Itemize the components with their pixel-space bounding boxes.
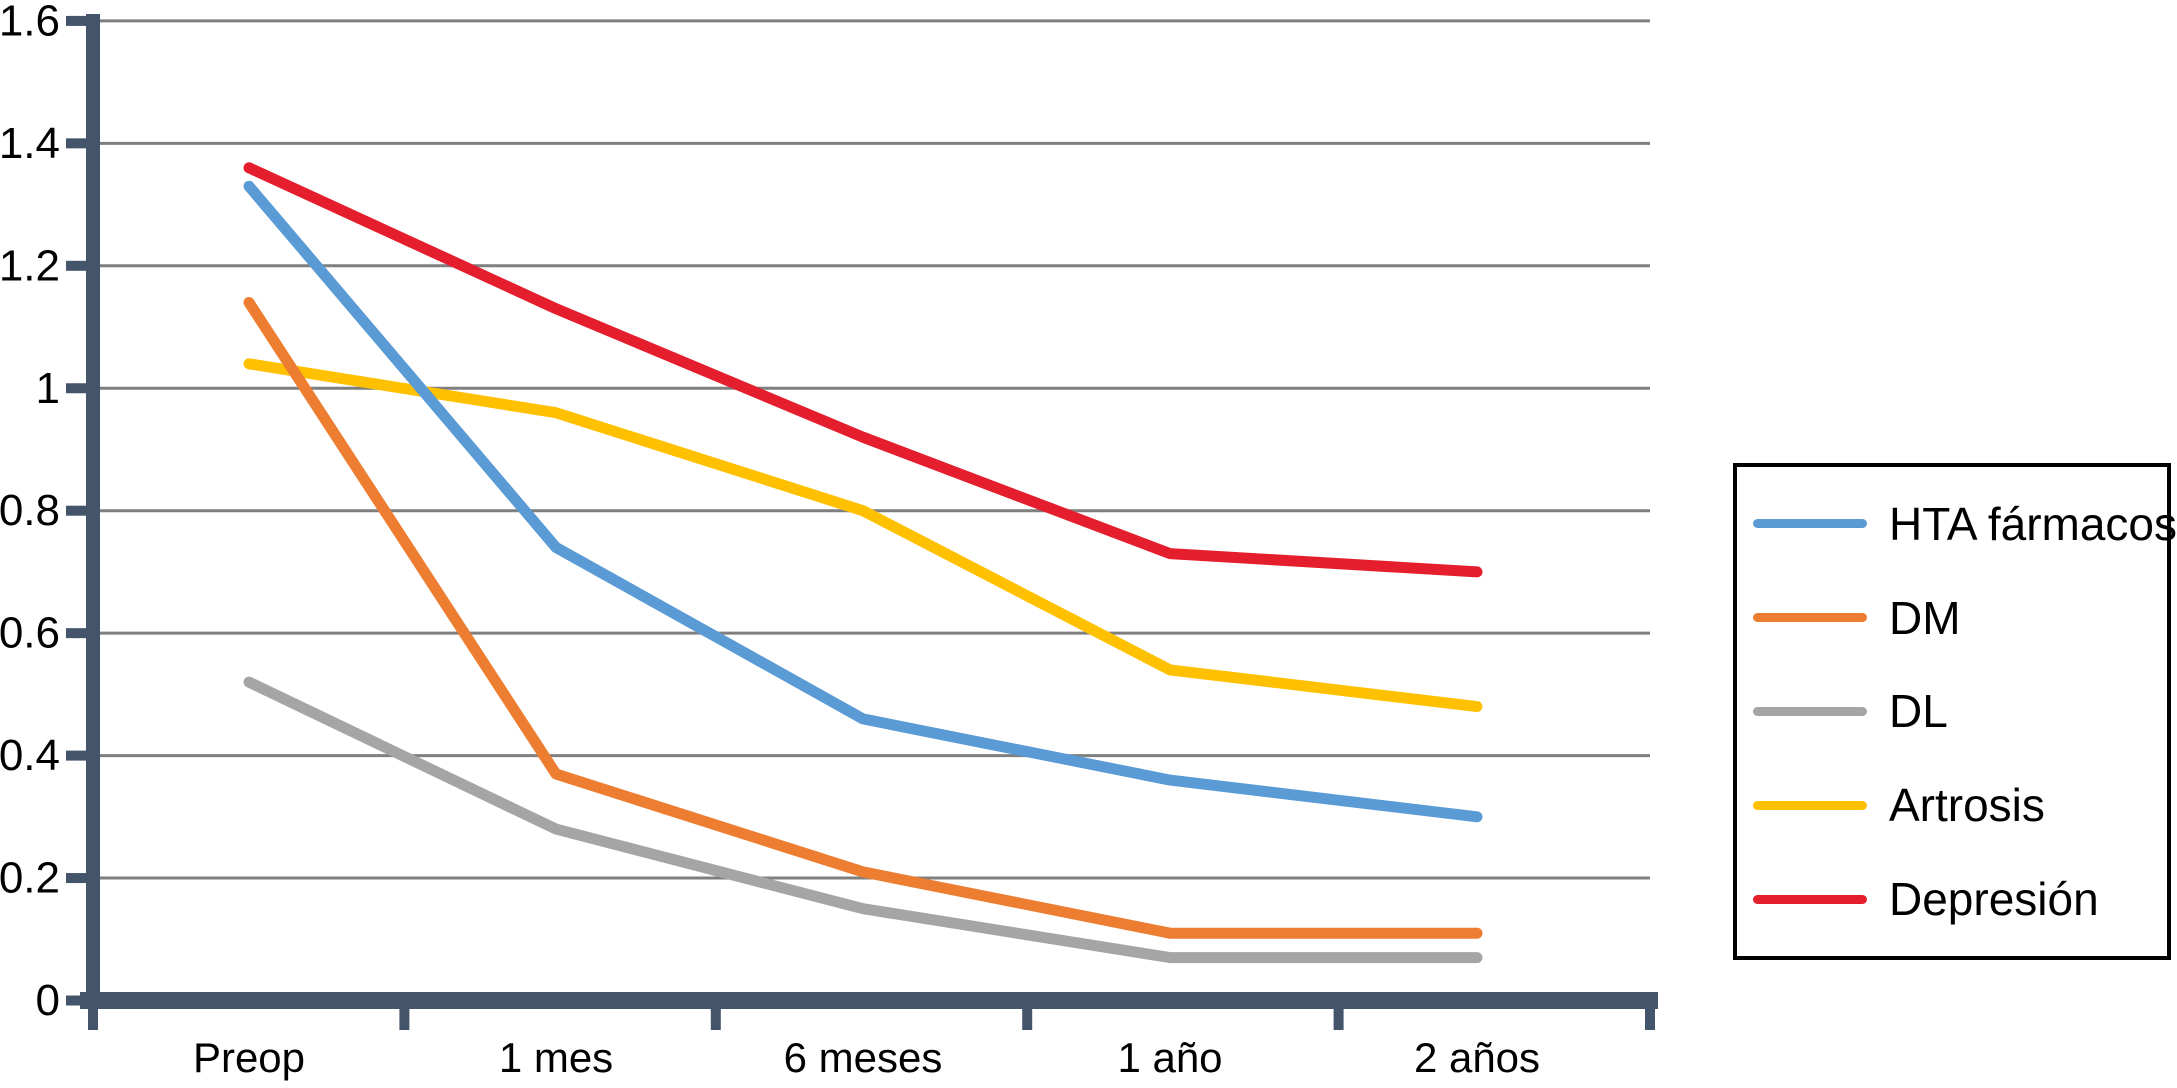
y-tick (66, 750, 93, 761)
x-tick-label: Preop (193, 1034, 305, 1081)
y-tick (66, 260, 93, 271)
x-tick (1333, 1000, 1344, 1030)
legend-line-swatch (1753, 894, 1867, 904)
y-axis-labels: 0 0.2 0.4 0.6 0.8 1 1.2 1.4 1.6 (0, 0, 60, 1025)
legend-label: DL (1889, 685, 1948, 738)
y-tick-label: 1.2 (0, 241, 60, 290)
y-tick (66, 628, 93, 639)
x-axis-line (80, 992, 1658, 1009)
y-tick-label: 1 (36, 364, 60, 413)
legend: HTA fármacos DM DL Artrosis Depresión (1733, 463, 2177, 960)
x-axis-labels: Preop 1 mes 6 meses 1 año 2 años (193, 1034, 1540, 1081)
y-tick (66, 383, 93, 394)
x-tick (399, 1000, 410, 1030)
legend-line-swatch (1753, 800, 1867, 810)
series-line-dm (243, 297, 1483, 939)
legend-label: HTA fármacos (1889, 497, 2177, 550)
series-line-artrosis (243, 358, 1483, 713)
legend-label: Artrosis (1889, 779, 2045, 832)
y-tick-label: 0.2 (0, 854, 60, 903)
axes (66, 14, 1658, 1030)
x-tick-label: 2 años (1414, 1034, 1540, 1081)
gridlines (93, 19, 1650, 880)
series-lines (243, 162, 1483, 964)
legend-entry: DM (1753, 595, 2157, 641)
y-tick (66, 995, 93, 1006)
x-tick-label: 1 año (1117, 1034, 1222, 1081)
y-tick-label: 0 (36, 976, 60, 1025)
legend-line-swatch (1753, 613, 1867, 623)
legend-entry: Artrosis (1753, 782, 2157, 828)
series-line-depresión (243, 162, 1483, 578)
y-tick-label: 0.8 (0, 486, 60, 535)
legend-line-swatch (1753, 706, 1867, 716)
legend-entry: DL (1753, 688, 2157, 734)
y-tick-label: 1.4 (0, 119, 60, 168)
x-tick-label: 1 mes (499, 1034, 613, 1081)
x-tick (1645, 1000, 1655, 1030)
legend-label: DM (1889, 591, 1961, 644)
legend-entry: HTA fármacos (1753, 501, 2177, 547)
x-tick-label: 6 meses (784, 1034, 943, 1081)
x-tick (710, 1000, 721, 1030)
legend-entry: Depresión (1753, 876, 2157, 922)
y-tick (66, 138, 93, 149)
series-line-hta-fármacos (243, 180, 1483, 823)
y-tick-label: 1.6 (0, 0, 60, 45)
legend-line-swatch (1753, 519, 1867, 529)
y-tick-label: 0.6 (0, 609, 60, 658)
y-tick (66, 505, 93, 516)
x-tick (88, 1000, 98, 1030)
series-line-dl (243, 676, 1483, 964)
x-tick (1022, 1000, 1033, 1030)
y-tick-label: 0.4 (0, 731, 60, 780)
y-tick (66, 15, 93, 26)
legend-label: Depresión (1889, 873, 2099, 926)
y-tick (66, 873, 93, 884)
